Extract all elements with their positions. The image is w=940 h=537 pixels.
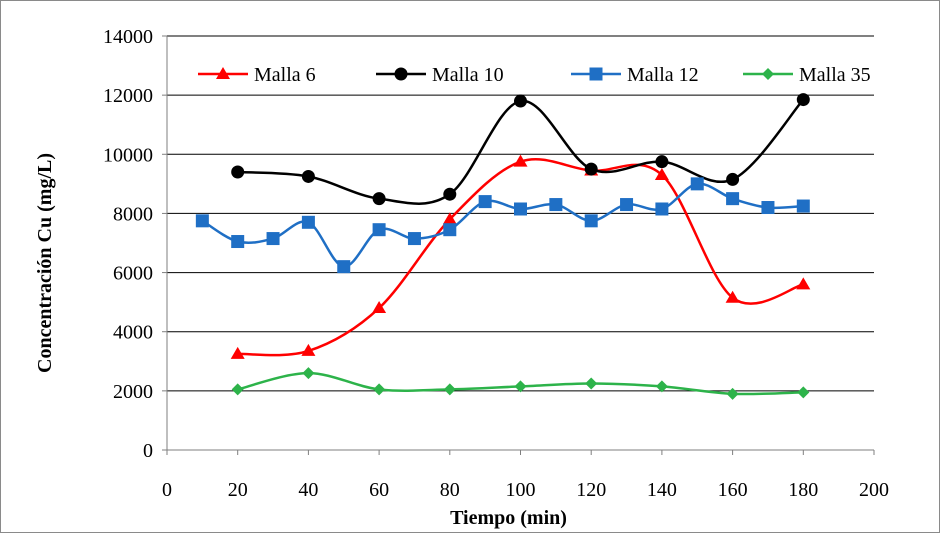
data-point-malla-10 — [301, 169, 315, 183]
data-point-malla-6 — [372, 301, 387, 314]
data-point-malla-12 — [584, 214, 598, 228]
legend-label: Malla 35 — [799, 64, 871, 86]
data-point-malla-12 — [231, 235, 245, 249]
x-axis-title: Tiempo (min) — [450, 507, 567, 529]
x-tick-label: 80 — [440, 479, 460, 501]
data-point-malla-12 — [690, 177, 704, 191]
data-point-malla-35 — [797, 386, 810, 399]
x-tick-label: 0 — [162, 479, 172, 501]
data-point-malla-6 — [442, 212, 457, 225]
data-point-malla-6 — [230, 346, 245, 359]
x-tick-label: 140 — [647, 479, 677, 501]
x-tick-label: 60 — [369, 479, 389, 501]
legend-swatch-marker — [589, 67, 603, 81]
data-point-malla-12 — [514, 202, 527, 216]
data-point-malla-12 — [407, 232, 421, 246]
data-point-malla-35 — [231, 383, 244, 396]
y-tick-label: 6000 — [113, 263, 153, 285]
data-point-malla-35 — [726, 387, 739, 400]
data-point-malla-35 — [302, 367, 315, 380]
data-point-malla-6 — [654, 167, 669, 180]
axes: 0 2000 4000 6000 8000 10000 12000 14000 0 20 40 60 8… — [103, 26, 889, 501]
series-layer — [195, 93, 811, 400]
data-point-malla-10 — [443, 187, 457, 201]
x-tick-label: 120 — [576, 479, 606, 501]
y-tick-label: 8000 — [113, 203, 153, 225]
series-malla-35 — [231, 367, 810, 400]
y-tick-label: 12000 — [103, 85, 153, 107]
data-point-malla-12 — [195, 214, 209, 228]
data-point-malla-35 — [585, 377, 598, 390]
y-tick-label: 2000 — [113, 381, 153, 403]
legend-label: Malla 12 — [627, 64, 699, 86]
data-point-malla-6 — [725, 290, 740, 303]
legend-item-malla-10: Malla 10 — [376, 64, 504, 86]
data-point-malla-12 — [796, 199, 810, 213]
data-point-malla-12 — [549, 198, 563, 212]
data-point-malla-12 — [478, 195, 492, 209]
legend-swatch-marker — [216, 67, 230, 79]
data-point-malla-12 — [266, 232, 280, 246]
data-point-malla-10 — [726, 172, 740, 186]
data-point-malla-12 — [301, 215, 315, 229]
legend-label: Malla 10 — [432, 64, 504, 86]
data-point-malla-12 — [443, 223, 457, 237]
y-tick-label: 4000 — [113, 322, 153, 344]
data-point-malla-35 — [514, 380, 527, 393]
data-point-malla-10 — [514, 94, 527, 108]
series-malla-10 — [231, 93, 810, 206]
data-point-malla-6 — [513, 154, 528, 167]
y-axis-title: Concentración Cu (mg/L) — [34, 153, 56, 373]
y-tick-label: 14000 — [103, 26, 153, 48]
series-malla-12 — [195, 177, 810, 274]
data-point-malla-12 — [761, 201, 775, 215]
y-tick-label: 10000 — [103, 144, 153, 166]
data-point-malla-35 — [655, 380, 668, 393]
data-point-malla-12 — [655, 202, 669, 216]
y-tick-label: 0 — [143, 440, 153, 462]
legend-item-malla-35: Malla 35 — [743, 64, 871, 86]
legend-swatch-marker — [394, 67, 408, 81]
x-tick-label: 180 — [788, 479, 818, 501]
data-point-malla-12 — [337, 260, 351, 274]
legend-label: Malla 6 — [254, 64, 316, 86]
series-line-malla-6 — [237, 158, 804, 357]
legend-item-malla-6: Malla 6 — [198, 64, 316, 86]
series-line-malla-12 — [201, 182, 804, 268]
x-tick-label: 20 — [228, 479, 248, 501]
legend: Malla 6 Malla 10 Malla 12 Malla 35 — [198, 64, 871, 86]
x-tick-label: 100 — [506, 479, 536, 501]
x-tick-label: 200 — [859, 479, 889, 501]
x-tick-label: 40 — [298, 479, 318, 501]
data-point-malla-12 — [726, 192, 740, 206]
series-line-malla-10 — [237, 98, 805, 205]
data-point-malla-35 — [373, 383, 386, 396]
legend-item-malla-12: Malla 12 — [571, 64, 699, 86]
series-malla-6 — [230, 154, 811, 359]
data-point-malla-10 — [655, 155, 669, 169]
data-point-malla-6 — [796, 277, 811, 290]
data-point-malla-12 — [372, 223, 386, 237]
legend-swatch-marker — [762, 68, 774, 80]
data-point-malla-12 — [620, 198, 634, 212]
data-point-malla-10 — [231, 165, 245, 179]
data-point-malla-6 — [301, 343, 316, 356]
data-point-malla-10 — [372, 192, 386, 206]
data-point-malla-35 — [443, 383, 456, 396]
x-tick-label: 160 — [718, 479, 748, 501]
data-point-malla-10 — [584, 162, 598, 176]
data-point-malla-10 — [796, 93, 810, 107]
